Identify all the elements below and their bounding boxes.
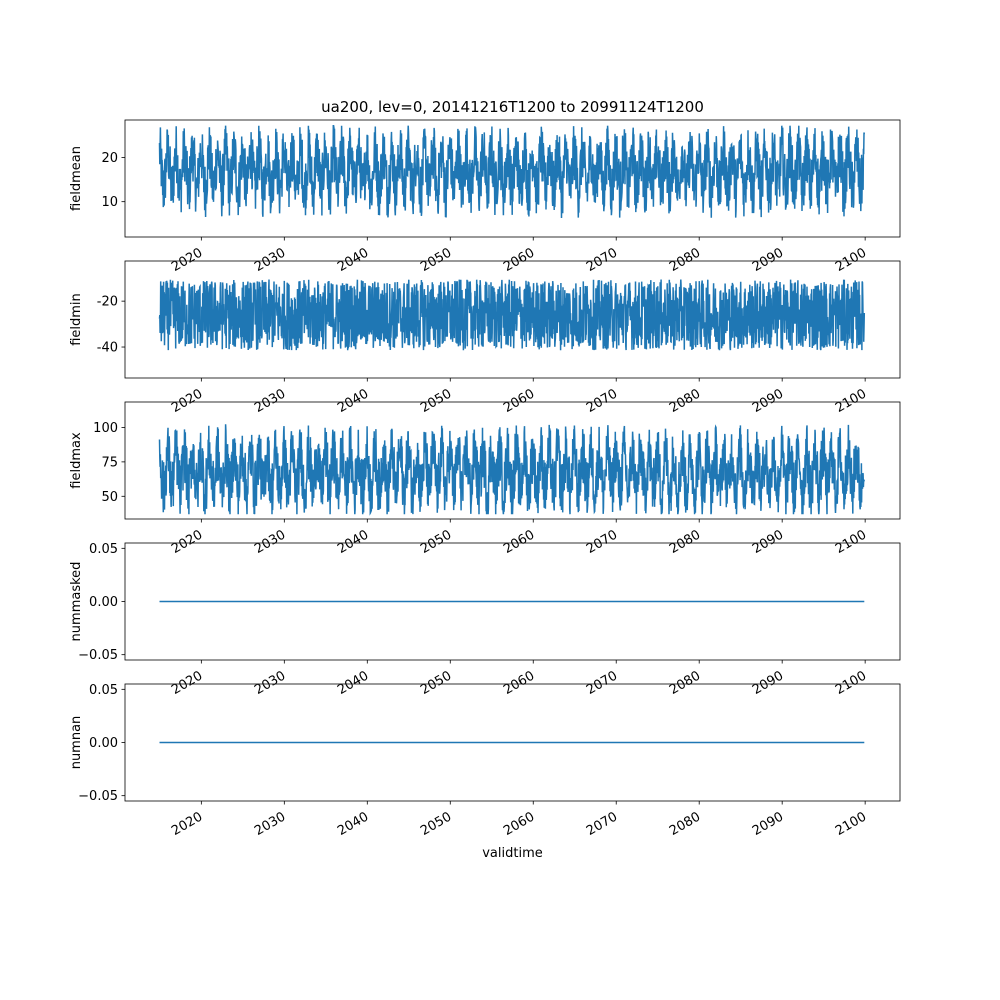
x-tick-label: 2020: [169, 668, 205, 698]
x-tick-label: 2040: [335, 809, 371, 839]
x-tick-label: 2020: [169, 386, 205, 416]
series-line-fieldmin: [158, 279, 866, 351]
x-tick-label: 2030: [252, 527, 288, 557]
y-axis-label: numnan: [69, 716, 84, 770]
subplot-numnan: −0.05 0.00 0.05 numnan 2020 2030 2040 2050 2060 2…: [69, 683, 901, 839]
x-tick-label: 2030: [252, 668, 288, 698]
x-tick-label: 2060: [501, 386, 537, 416]
x-tick-label: 2090: [750, 386, 786, 416]
subplot-fieldmax: 50 75 100 fieldmax 2020 2030 2040 2050 2060 2070 2…: [69, 401, 901, 557]
x-tick-label: 2030: [252, 245, 288, 275]
x-tick-label: 2060: [501, 527, 537, 557]
y-tick-label: 0.05: [89, 542, 118, 557]
axes-frame: [124, 401, 901, 520]
x-tick-label: 2050: [418, 386, 454, 416]
x-tick-label: 2080: [667, 668, 703, 698]
x-tick-label: 2050: [418, 527, 454, 557]
x-tick-label: 2100: [833, 527, 869, 557]
x-tick-label: 2070: [584, 809, 620, 839]
y-tick-label: -20: [97, 295, 118, 310]
x-tick-label: 2060: [501, 668, 537, 698]
axes-frame: [124, 260, 901, 379]
x-tick-label: 2070: [584, 527, 620, 557]
y-tick-label: 100: [93, 421, 118, 436]
x-tick-label: 2050: [418, 245, 454, 275]
x-axis-label: validtime: [482, 846, 543, 861]
y-tick-label: 75: [101, 455, 118, 470]
x-tick-label: 2030: [252, 386, 288, 416]
x-tick-label: 2020: [169, 527, 205, 557]
y-tick-label: 0.00: [89, 736, 118, 751]
x-tick-label: 2100: [833, 809, 869, 839]
figure-title: ua200, lev=0, 20141216T1200 to 20991124T…: [321, 98, 704, 116]
subplot-fieldmin: -40 -20 fieldmin 2020 2030 2040 2050 2060 2070 20…: [69, 260, 901, 416]
y-axis-label: fieldmin: [69, 293, 84, 346]
x-tick-label: 2060: [501, 809, 537, 839]
y-tick-label: 0.05: [89, 683, 118, 698]
x-tick-label: 2040: [335, 527, 371, 557]
x-tick-label: 2070: [584, 386, 620, 416]
x-tick-label: 2070: [584, 668, 620, 698]
y-tick-label: −0.05: [78, 648, 118, 663]
x-tick-label: 2020: [169, 809, 205, 839]
x-tick-label: 2050: [418, 668, 454, 698]
subplot-nummasked: −0.05 0.00 0.05 nummasked 2020 2030 2040 2050 20…: [69, 542, 901, 698]
series-line-fieldmean: [158, 124, 866, 219]
y-axis-label: nummasked: [69, 562, 84, 642]
x-tick-label: 2100: [833, 668, 869, 698]
x-tick-label: 2080: [667, 809, 703, 839]
x-tick-label: 2090: [750, 245, 786, 275]
x-tick-label: 2020: [169, 245, 205, 275]
x-tick-label: 2040: [335, 386, 371, 416]
x-tick-label: 2040: [335, 668, 371, 698]
x-tick-label: 2060: [501, 245, 537, 275]
series-line-fieldmax: [158, 424, 866, 516]
y-tick-label: 50: [101, 490, 118, 505]
y-tick-label: 0.00: [89, 595, 118, 610]
x-tick-label: 2070: [584, 245, 620, 275]
y-tick-label: 20: [101, 151, 118, 166]
x-tick-label: 2040: [335, 245, 371, 275]
x-tick-label: 2090: [750, 527, 786, 557]
x-tick-label: 2100: [833, 386, 869, 416]
x-tick-label: 2030: [252, 809, 288, 839]
y-axis-label: fieldmax: [69, 432, 84, 489]
y-tick-label: −0.05: [78, 789, 118, 804]
x-tick-label: 2080: [667, 386, 703, 416]
x-tick-label: 2100: [833, 245, 869, 275]
y-axis-label: fieldmean: [69, 146, 84, 211]
y-tick-label: -40: [97, 341, 118, 356]
x-tick-label: 2050: [418, 809, 454, 839]
y-tick-label: 10: [101, 195, 118, 210]
subplot-stack: 10 20 fieldmean 2020 2030 2040 2050 2060 2070 208…: [69, 119, 901, 839]
x-tick-label: 2080: [667, 245, 703, 275]
subplot-fieldmean: 10 20 fieldmean 2020 2030 2040 2050 2060 2070 208…: [69, 119, 901, 275]
x-tick-label: 2090: [750, 668, 786, 698]
axes-frame: [124, 119, 901, 238]
x-tick-label: 2090: [750, 809, 786, 839]
x-tick-label: 2080: [667, 527, 703, 557]
